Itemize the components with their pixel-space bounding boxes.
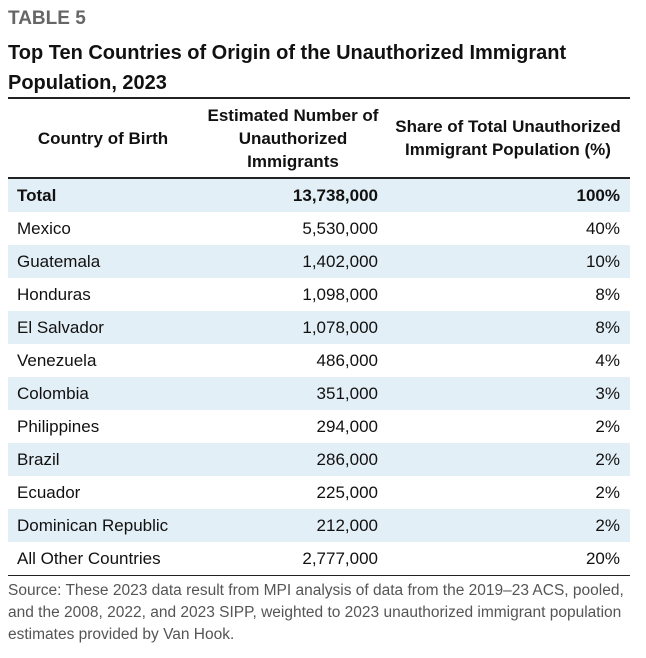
table-cell: 2,777,000 bbox=[302, 549, 378, 568]
table-row: Guatemala 1,402,000 10% bbox=[8, 245, 630, 278]
table-cell: 2% bbox=[595, 483, 620, 502]
table-cell: Brazil bbox=[17, 450, 60, 469]
table-cell: Venezuela bbox=[17, 351, 97, 370]
bottom-rule bbox=[8, 575, 630, 577]
table-cell: Mexico bbox=[17, 219, 71, 238]
table-title: Top Ten Countries of Origin of the Unaut… bbox=[8, 42, 567, 94]
table-cell: El Salvador bbox=[17, 318, 104, 337]
table-cell: Total bbox=[17, 186, 57, 205]
table-cell: 286,000 bbox=[316, 450, 378, 469]
table-row: All Other Countries 2,777,000 20% bbox=[8, 542, 630, 575]
top-rule bbox=[8, 97, 630, 99]
table-cell: 40% bbox=[585, 219, 620, 238]
table-row: El Salvador 1,078,000 8% bbox=[8, 311, 630, 344]
table-row: Colombia 351,000 3% bbox=[8, 377, 630, 410]
table-cell: 8% bbox=[595, 318, 620, 337]
table-label: TABLE 5 bbox=[8, 8, 86, 29]
table-row: Venezuela 486,000 4% bbox=[8, 344, 630, 377]
table-cell: 20% bbox=[585, 549, 620, 568]
table-cell: 1,402,000 bbox=[302, 252, 378, 271]
column-header: Estimated Number of Unauthorized Immigra… bbox=[207, 105, 379, 171]
table-cell: 351,000 bbox=[316, 384, 378, 403]
table-cell: 1,078,000 bbox=[302, 318, 378, 337]
header-rule bbox=[8, 177, 630, 179]
source-note: Source: These 2023 data result from MPI … bbox=[8, 582, 624, 643]
table-cell: 2% bbox=[595, 450, 620, 469]
table-cell: 2% bbox=[595, 516, 620, 535]
table-cell: Ecuador bbox=[17, 483, 81, 502]
table-cell: Colombia bbox=[17, 384, 89, 403]
table-cell: Honduras bbox=[17, 285, 91, 304]
table-cell: 1,098,000 bbox=[302, 285, 378, 304]
table-row: Philippines 294,000 2% bbox=[8, 410, 630, 443]
table-cell: 225,000 bbox=[316, 483, 378, 502]
table-cell: Guatemala bbox=[17, 252, 101, 271]
table-cell: 8% bbox=[595, 285, 620, 304]
table-cell: 10% bbox=[585, 252, 620, 271]
table-cell: Philippines bbox=[17, 417, 100, 436]
column-header: Share of Total Unauthorized Immigrant Po… bbox=[395, 117, 621, 159]
table-cell: 100% bbox=[576, 186, 620, 205]
table-row: Brazil 286,000 2% bbox=[8, 443, 630, 476]
column-header: Country of Birth bbox=[37, 128, 169, 148]
table-cell: 5,530,000 bbox=[302, 219, 378, 238]
table-cell: Dominican Republic bbox=[17, 516, 169, 535]
table-row: Ecuador 225,000 2% bbox=[8, 476, 630, 509]
table-row: Honduras 1,098,000 8% bbox=[8, 278, 630, 311]
table-cell: 2% bbox=[595, 417, 620, 436]
table-cell: 13,738,000 bbox=[292, 186, 378, 205]
table-cell: 212,000 bbox=[316, 516, 378, 535]
table-cell: All Other Countries bbox=[17, 549, 161, 568]
table-cell: 486,000 bbox=[316, 351, 378, 370]
table-cell: 4% bbox=[595, 351, 620, 370]
total-row: Total 13,738,000 100% bbox=[8, 179, 630, 212]
table-cell: 3% bbox=[595, 384, 620, 403]
table-cell: 294,000 bbox=[316, 417, 378, 436]
table-row: Mexico 5,530,000 40% bbox=[8, 212, 630, 245]
table-row: Dominican Republic 212,000 2% bbox=[8, 509, 630, 542]
